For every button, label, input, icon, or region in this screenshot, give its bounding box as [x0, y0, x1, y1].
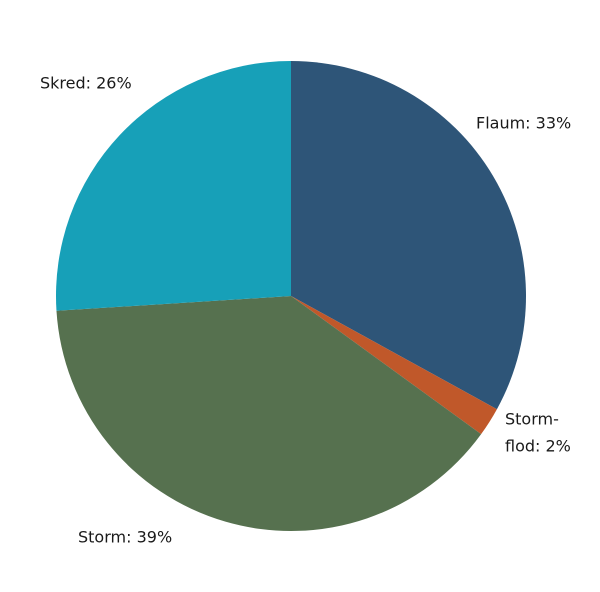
slice-label: Storm-	[505, 410, 559, 429]
slice-label: Flaum: 33%	[476, 114, 571, 133]
slice-label: Skred: 26%	[40, 74, 132, 93]
slice-label: Storm: 39%	[78, 528, 172, 547]
pie-slice	[56, 61, 291, 311]
pie-slice	[291, 296, 497, 435]
pie-slice	[56, 296, 482, 531]
slice-label: flod: 2%	[505, 437, 571, 456]
pie-slice	[291, 61, 526, 410]
